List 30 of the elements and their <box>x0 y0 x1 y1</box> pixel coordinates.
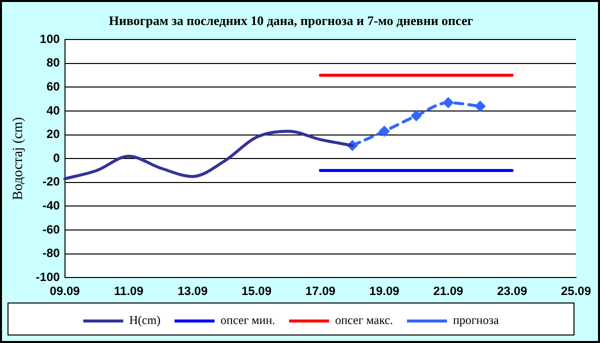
y-tick-label: -80 <box>42 246 60 260</box>
point <box>411 110 422 121</box>
y-tick-label: 20 <box>46 127 60 142</box>
y-tick-label: -60 <box>42 222 60 236</box>
legend-label: H(cm) <box>129 313 161 328</box>
x-tick-label: 13.09 <box>178 284 208 298</box>
y-tick-label: 100 <box>40 32 60 46</box>
legend-label: опсег мин. <box>220 313 276 328</box>
x-tick-label: 09.09 <box>50 284 80 298</box>
y-tick-label: 80 <box>46 56 60 70</box>
y-axis-title: Водостај (cm) <box>11 116 26 200</box>
y-tick-label: -100 <box>36 270 60 284</box>
legend-label: опсег макс. <box>335 313 393 328</box>
x-tick-label: 17.09 <box>305 284 336 298</box>
y-tick-label: 40 <box>46 103 60 118</box>
legend-label: прогноза <box>452 313 500 328</box>
x-tick-label: 15.09 <box>241 284 272 298</box>
y-tick-label: 0 <box>53 150 60 165</box>
point <box>379 126 390 136</box>
point <box>443 98 454 108</box>
chart-title: Нивограм за последних 10 дана, прогноза и 7-мо дневни опсег <box>108 13 474 28</box>
x-tick-label: 23.09 <box>497 284 528 298</box>
point <box>475 101 486 112</box>
y-tick-label: -40 <box>42 198 60 213</box>
x-tick-label: 19.09 <box>369 284 400 298</box>
y-tick-label: -20 <box>42 174 60 189</box>
x-tick-label: 11.09 <box>114 284 144 298</box>
y-tick-label: 60 <box>46 80 60 94</box>
x-tick-label: 21.09 <box>433 284 464 298</box>
x-tick-label: 25.09 <box>560 284 592 298</box>
